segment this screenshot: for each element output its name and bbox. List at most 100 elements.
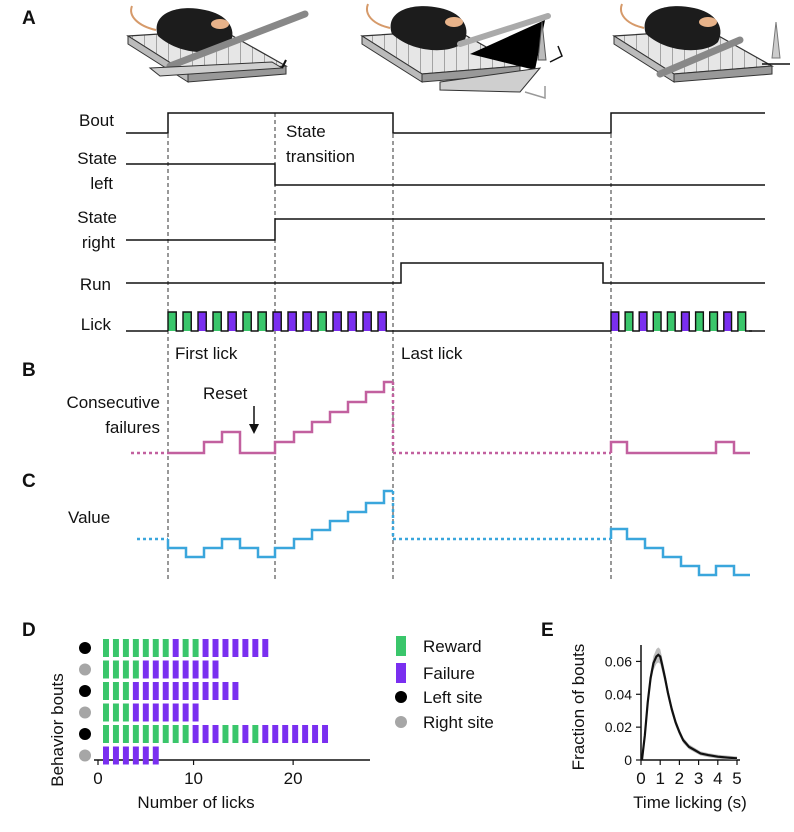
e-xtick-label: 4 — [713, 769, 722, 788]
d-lick-failure — [272, 725, 279, 743]
reset-arrow — [249, 406, 259, 434]
d-lick-failure — [202, 725, 209, 743]
e-xtick-label: 3 — [694, 769, 703, 788]
d-lick-reward — [132, 639, 139, 657]
consecutive-failures-trace-1 — [168, 380, 393, 455]
d-lick-reward — [103, 639, 109, 657]
d-site-dots — [79, 642, 91, 762]
e-xlabel: Time licking (s) — [633, 793, 747, 812]
d-lick-reward — [122, 660, 129, 679]
run-trace — [126, 262, 765, 284]
d-tick-label: 0 — [93, 769, 102, 788]
d-lick-reward — [122, 639, 129, 657]
d-lick-reward — [182, 725, 189, 743]
panel-label-c: C — [22, 471, 36, 492]
lick-outline — [167, 311, 393, 332]
d-tick-label: 10 — [184, 769, 203, 788]
lick-failure — [611, 312, 619, 331]
lick-failure — [378, 312, 387, 331]
value-trace-2 — [609, 527, 750, 577]
d-lick-failure — [142, 746, 149, 765]
lick-failure — [228, 312, 237, 331]
lick-reward — [625, 312, 633, 331]
panel-label-b: B — [22, 360, 36, 381]
d-lick-failure — [282, 725, 289, 743]
e-xtick-label: 5 — [732, 769, 741, 788]
d-lick-failure — [152, 660, 159, 679]
d-lick-failure — [262, 639, 269, 657]
trace-label-state-right-1: State — [77, 208, 117, 227]
d-lick-reward — [112, 639, 119, 657]
lick-outline — [610, 311, 752, 332]
d-lick-failure — [232, 639, 239, 657]
d-lick-reward — [142, 639, 149, 657]
d-lick-reward — [182, 639, 189, 657]
trace-label-state-left-1: State — [77, 149, 117, 168]
legend-reward-label: Reward — [423, 637, 482, 656]
lick-failure — [198, 312, 207, 331]
lick-train-second-bout — [610, 311, 752, 332]
d-lick-failure — [292, 725, 299, 743]
state-right-trace — [126, 218, 765, 241]
d-lick-failure — [172, 682, 179, 700]
d-lick-failure — [172, 639, 179, 657]
e-ytick-label: 0.06 — [605, 653, 632, 669]
d-site-dot-left — [79, 728, 91, 740]
d-lick-failure — [182, 660, 189, 679]
d-lick-reward — [152, 725, 159, 743]
lick-failure — [333, 312, 342, 331]
d-lick-failure — [212, 682, 219, 700]
lick-train-first-bout — [167, 311, 393, 332]
d-lick-failure — [202, 682, 209, 700]
d-lick-failure — [182, 682, 189, 700]
d-lick-reward — [252, 725, 259, 743]
lick-failure — [288, 312, 297, 331]
e-ticks: 0 1 2 3 4 500.020.040.06 — [605, 653, 742, 788]
annotation-state-transition-1: State — [286, 122, 326, 141]
d-lick-failure — [192, 682, 199, 700]
d-lick-failure — [192, 725, 199, 743]
d-lick-failure — [172, 660, 179, 679]
d-lick-failure — [222, 682, 229, 700]
d-lick-failure — [232, 682, 239, 700]
lick-reward — [243, 312, 252, 331]
d-lick-reward — [222, 725, 229, 743]
d-lick-failure — [152, 703, 159, 722]
lick-reward — [213, 312, 222, 331]
legend-left-site-label: Left site — [423, 688, 483, 707]
panel-label-a: A — [22, 8, 36, 29]
trace-label-lick: Lick — [81, 315, 112, 334]
d-lick-failure — [202, 639, 209, 657]
d-lick-reward — [103, 660, 109, 679]
illustration-left-spout — [126, 5, 309, 83]
c-label: Value — [68, 508, 110, 527]
panel-label-d: D — [22, 620, 36, 641]
e-xtick-label: 2 — [675, 769, 684, 788]
annotation-reset: Reset — [203, 384, 248, 403]
d-lick-rows — [103, 639, 329, 765]
event-guides — [167, 113, 612, 582]
d-lick-reward — [103, 703, 109, 722]
d-lick-failure — [212, 725, 219, 743]
chart-d: Behavior bouts 0 10 20 Number of licks — [48, 639, 370, 812]
d-xlabel: Number of licks — [137, 793, 254, 812]
lick-reward — [695, 312, 704, 331]
lick-reward — [737, 312, 746, 331]
lick-failure — [303, 312, 312, 331]
chart-e: Fraction of bouts 0 1 2 3 4 500.020.040.06 Ti… — [569, 644, 747, 812]
d-lick-reward — [112, 703, 119, 722]
e-ytick-label: 0 — [624, 752, 632, 768]
d-lick-reward — [162, 639, 169, 657]
d-site-dot-right — [79, 663, 91, 676]
d-legend: Reward Failure Left site Right site — [395, 636, 494, 732]
d-lick-failure — [192, 660, 199, 679]
d-site-dot-left — [79, 685, 91, 697]
legend-right-site-label: Right site — [423, 713, 494, 732]
d-lick-failure — [212, 660, 219, 679]
d-lick-reward — [132, 725, 139, 743]
d-lick-failure — [132, 703, 139, 722]
d-ylabel: Behavior bouts — [48, 673, 67, 786]
d-lick-failure — [162, 703, 169, 722]
d-lick-failure — [212, 639, 219, 657]
d-lick-failure — [242, 725, 249, 743]
